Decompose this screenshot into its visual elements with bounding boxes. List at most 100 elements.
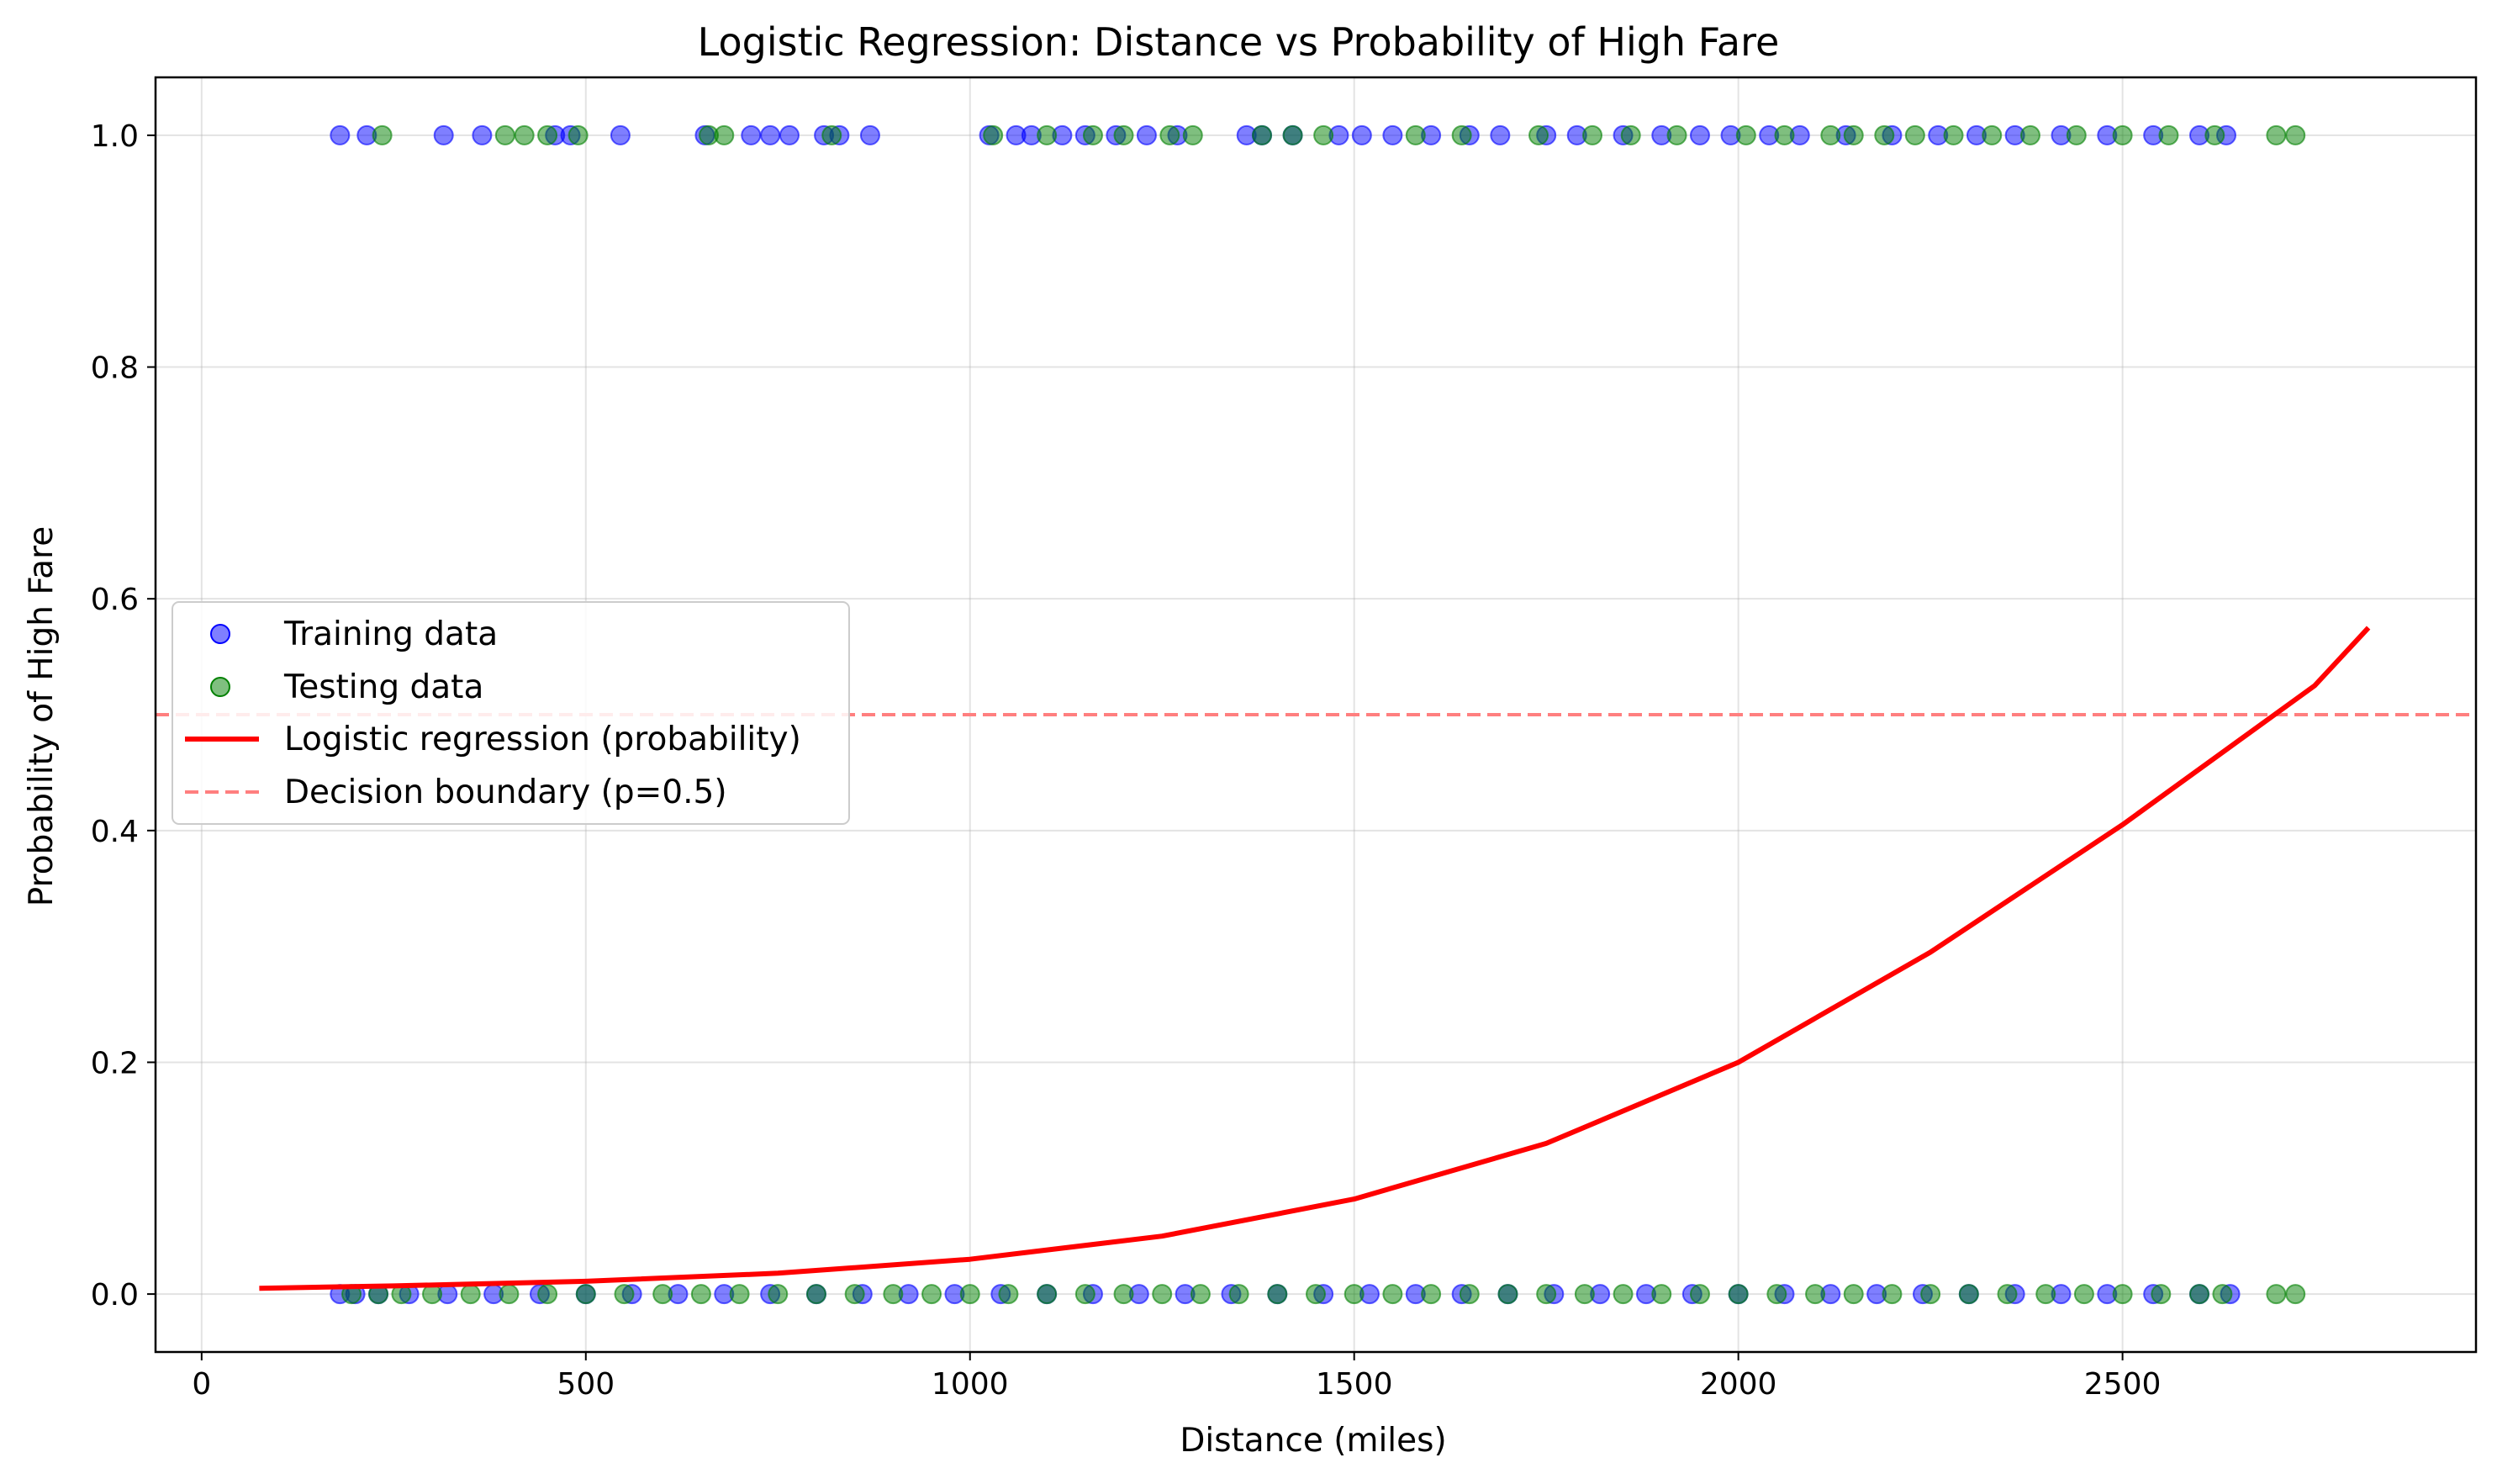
testing-data-point bbox=[2019, 124, 2040, 145]
testing-data-point bbox=[2285, 1284, 2306, 1305]
testing-data-point bbox=[1882, 1284, 1903, 1305]
testing-data-point bbox=[1820, 124, 1841, 145]
legend-marker-testing bbox=[210, 677, 230, 697]
testing-data-point bbox=[494, 124, 515, 145]
testing-data-point bbox=[1405, 124, 1426, 145]
testing-data-point bbox=[1182, 124, 1203, 145]
testing-data-point bbox=[1651, 1284, 1672, 1305]
y-tick-label: 0.8 bbox=[91, 351, 139, 386]
testing-data-point bbox=[1943, 124, 1964, 145]
testing-data-point bbox=[514, 124, 535, 145]
testing-data-point bbox=[460, 1284, 481, 1305]
logistic-regression-curve bbox=[259, 626, 2371, 1291]
y-tick-label: 1.0 bbox=[91, 119, 139, 154]
chart-title: Logistic Regression: Distance vs Probabi… bbox=[698, 19, 1780, 65]
testing-data-point bbox=[1113, 124, 1134, 145]
training-data-point bbox=[330, 124, 351, 145]
testing-data-point bbox=[1190, 1284, 1211, 1305]
training-data-point bbox=[859, 124, 880, 145]
axes-layer: 0 500 1000 1500 2000 2500 0.0 0.2 0.4 0.6 0.8 1.0 bbox=[91, 76, 2478, 1402]
testing-data-point bbox=[821, 124, 842, 145]
testing-data-point bbox=[1982, 124, 2003, 145]
testing-data-point bbox=[1159, 124, 1180, 145]
y-axis-title: Probability of High Fare bbox=[23, 526, 61, 907]
testing-data-point bbox=[499, 1284, 520, 1305]
x-axis-title: Distance (miles) bbox=[1180, 1422, 1446, 1460]
legend-label-regression: Logistic regression (probability) bbox=[284, 721, 801, 758]
y-tick-label: 0.0 bbox=[91, 1278, 139, 1312]
training-data-point bbox=[779, 124, 800, 145]
testing-data-point bbox=[1666, 124, 1687, 145]
x-tick-label: 1000 bbox=[932, 1367, 1009, 1402]
testing-data-point bbox=[2188, 1284, 2209, 1305]
x-tick-label: 1500 bbox=[1316, 1367, 1393, 1402]
testing-data-point bbox=[1774, 124, 1795, 145]
testing-data-point bbox=[1228, 1284, 1249, 1305]
testing-data-point bbox=[1459, 1284, 1480, 1305]
testing-data-point bbox=[1735, 124, 1756, 145]
legend-label-training: Training data bbox=[283, 615, 498, 653]
testing-data-point bbox=[2285, 124, 2306, 145]
testing-data-point bbox=[805, 1284, 826, 1305]
testing-data-point bbox=[2204, 124, 2225, 145]
testing-data-point bbox=[2112, 1284, 2133, 1305]
testing-data-point bbox=[714, 124, 735, 145]
testing-data-point bbox=[2073, 1284, 2094, 1305]
testing-data-point bbox=[2066, 124, 2087, 145]
testing-data-point bbox=[1620, 124, 1641, 145]
training-data-point bbox=[472, 124, 493, 145]
testing-data-point bbox=[998, 1284, 1019, 1305]
testing-data-point bbox=[1252, 124, 1273, 145]
legend-frame bbox=[172, 601, 850, 825]
testing-data-point bbox=[1382, 1284, 1403, 1305]
testing-data-point bbox=[2266, 124, 2287, 145]
testing-data-point bbox=[2212, 1284, 2233, 1305]
legend: Training data Testing data Logistic regr… bbox=[172, 601, 850, 825]
testing-data-point bbox=[1282, 124, 1303, 145]
training-data-point bbox=[610, 124, 631, 145]
testing-data-point bbox=[883, 1284, 904, 1305]
training-data-point bbox=[1351, 124, 1372, 145]
testing-data-point bbox=[1728, 1284, 1749, 1305]
x-tick-label: 0 bbox=[192, 1367, 211, 1402]
curve-layer bbox=[259, 626, 2371, 1291]
testing-data-point bbox=[614, 1284, 635, 1305]
testing-data-point bbox=[2266, 1284, 2287, 1305]
training-data-point bbox=[741, 124, 762, 145]
testing-data-point bbox=[1037, 124, 1058, 145]
testing-data-point bbox=[1113, 1284, 1134, 1305]
x-tick-label: 2500 bbox=[2084, 1367, 2162, 1402]
testing-data-point bbox=[959, 1284, 980, 1305]
testing-data-point bbox=[1536, 1284, 1557, 1305]
testing-data-point bbox=[2035, 1284, 2056, 1305]
testing-data-point bbox=[372, 124, 393, 145]
testing-data-point bbox=[983, 124, 1004, 145]
training-data-point bbox=[760, 124, 781, 145]
testing-data-point bbox=[1766, 1284, 1787, 1305]
testing-data-point bbox=[1074, 1284, 1095, 1305]
testing-data-point bbox=[1082, 124, 1103, 145]
testing-data-point bbox=[2158, 124, 2179, 145]
testing-data-point bbox=[1843, 124, 1864, 145]
testing-data-point bbox=[1267, 1284, 1288, 1305]
testing-points bbox=[341, 124, 2306, 1305]
testing-data-point bbox=[768, 1284, 789, 1305]
testing-data-point bbox=[537, 1284, 558, 1305]
testing-data-point bbox=[1313, 124, 1334, 145]
testing-data-point bbox=[2151, 1284, 2172, 1305]
y-tick-label: 0.6 bbox=[91, 583, 139, 617]
training-data-point bbox=[1490, 124, 1511, 145]
testing-data-point bbox=[568, 124, 589, 145]
testing-data-point bbox=[652, 1284, 673, 1305]
testing-data-point bbox=[1920, 1284, 1941, 1305]
legend-label-testing: Testing data bbox=[283, 668, 483, 706]
testing-data-point bbox=[2112, 124, 2133, 145]
testing-data-point bbox=[1843, 1284, 1864, 1305]
testing-data-point bbox=[1306, 1284, 1326, 1305]
x-tick-label: 500 bbox=[557, 1367, 615, 1402]
testing-data-point bbox=[1421, 1284, 1442, 1305]
testing-data-point bbox=[1997, 1284, 2018, 1305]
testing-data-point bbox=[575, 1284, 596, 1305]
